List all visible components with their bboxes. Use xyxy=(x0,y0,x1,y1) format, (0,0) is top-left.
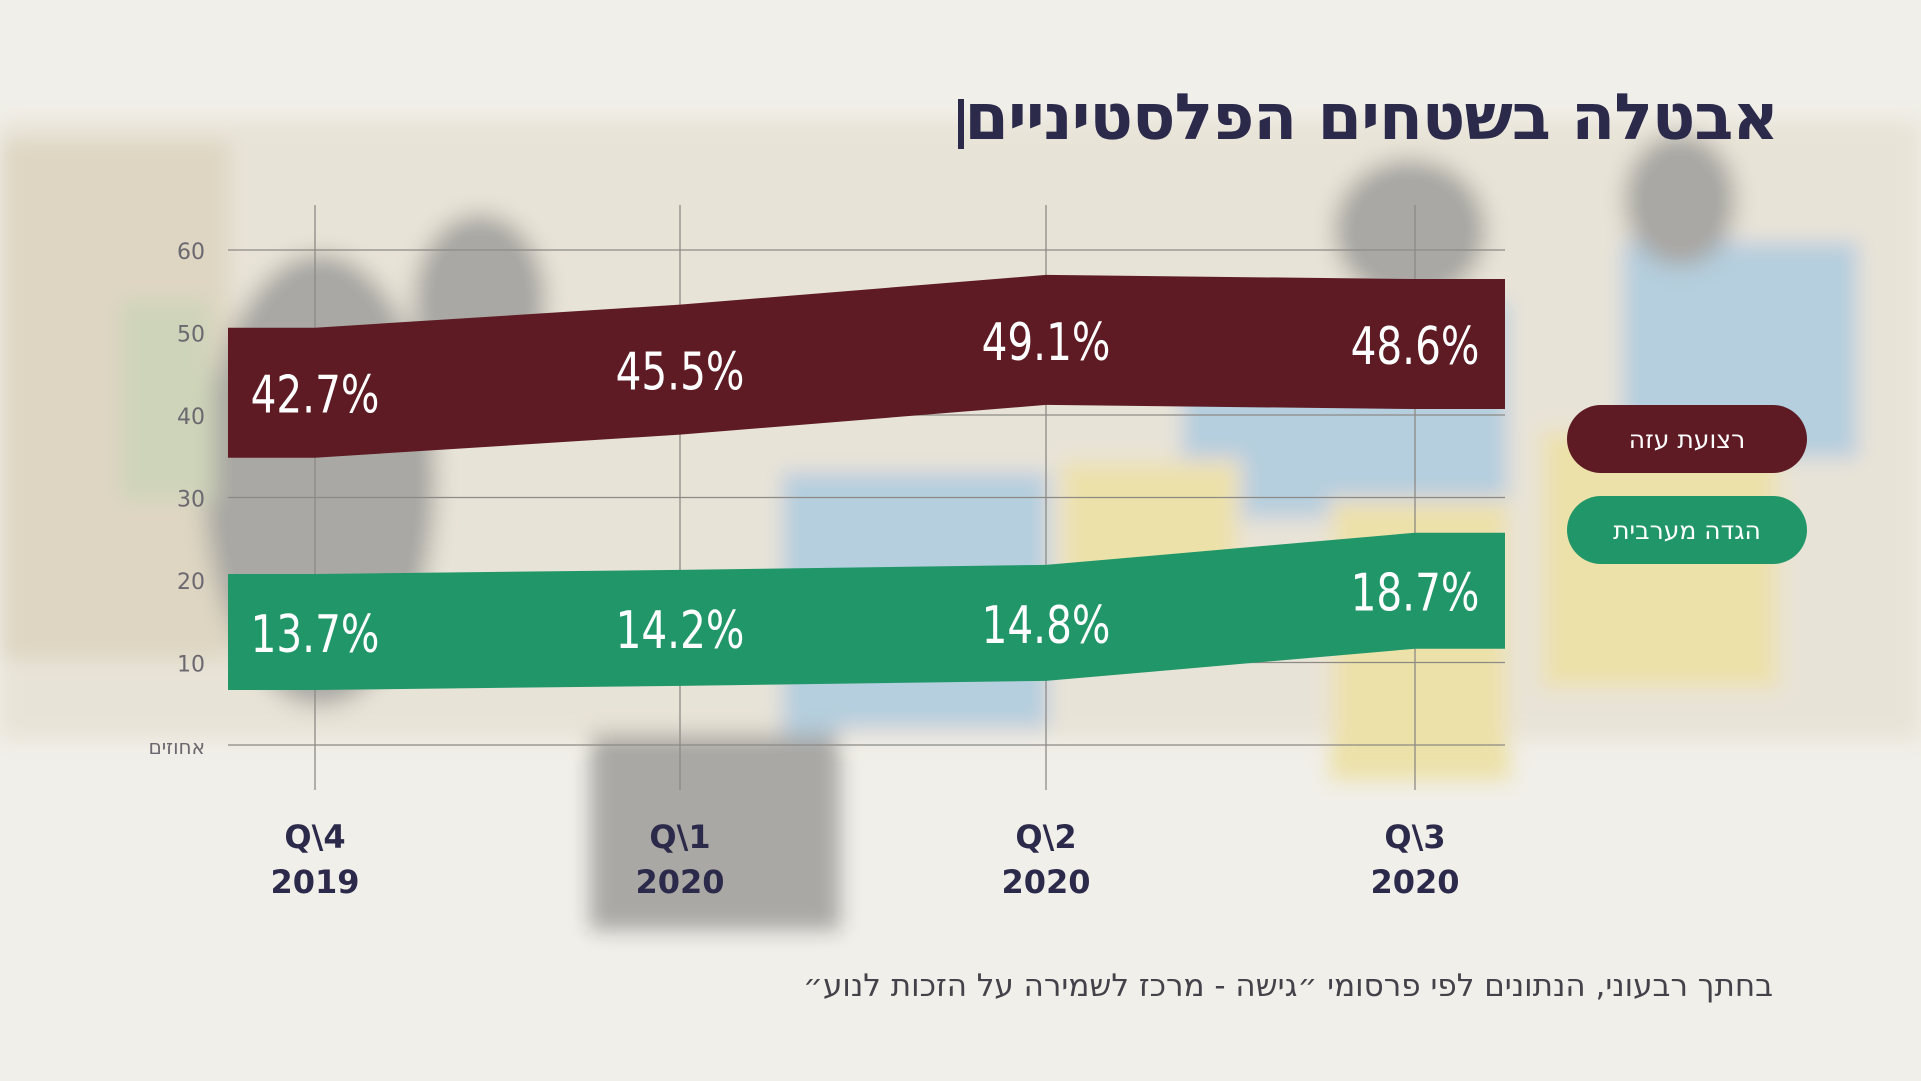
value-label-gaza: 49.1% xyxy=(982,312,1111,372)
ytick-label: 30 xyxy=(177,488,205,513)
value-label-west-bank: 18.7% xyxy=(1351,563,1480,623)
x-label-quarter: Q\4 xyxy=(284,818,345,856)
value-label-west-bank: 13.7% xyxy=(251,604,380,664)
value-label-west-bank: 14.8% xyxy=(982,595,1111,655)
y-unit-label: אחוזים xyxy=(148,735,205,759)
x-label-quarter: Q\3 xyxy=(1384,818,1445,856)
title-accent-bar xyxy=(958,99,965,149)
x-label-quarter: Q\2 xyxy=(1015,818,1076,856)
ytick-label: 50 xyxy=(177,323,205,348)
legend-west-bank: הגדה מערבית xyxy=(1567,496,1807,564)
x-label-year: 2020 xyxy=(635,863,724,901)
ytick-label: 40 xyxy=(177,405,205,430)
ytick-label: 60 xyxy=(177,240,205,265)
page-title: אבטלה בשטחים הפלסטיניים xyxy=(964,81,1779,155)
value-label-west-bank: 14.2% xyxy=(616,600,745,660)
band-gaza xyxy=(228,274,1505,458)
ytick-label: 20 xyxy=(177,570,205,595)
legend-gaza: רצועת עזה xyxy=(1567,405,1807,473)
x-label-year: 2020 xyxy=(1370,863,1459,901)
title-block: אבטלה בשטחים הפלסטיניים xyxy=(934,68,1779,168)
source-note: בחתך רבעוני, הנתונים לפי פרסומי ״גישה - … xyxy=(803,968,1773,1004)
x-label-quarter: Q\1 xyxy=(649,818,710,856)
value-label-gaza: 42.7% xyxy=(251,365,380,425)
x-label-year: 2019 xyxy=(270,863,359,901)
value-label-gaza: 48.6% xyxy=(1351,316,1480,376)
ytick-label: 10 xyxy=(177,653,205,678)
value-label-gaza: 45.5% xyxy=(616,342,745,402)
x-label-year: 2020 xyxy=(1001,863,1090,901)
band-west-bank xyxy=(228,532,1505,690)
